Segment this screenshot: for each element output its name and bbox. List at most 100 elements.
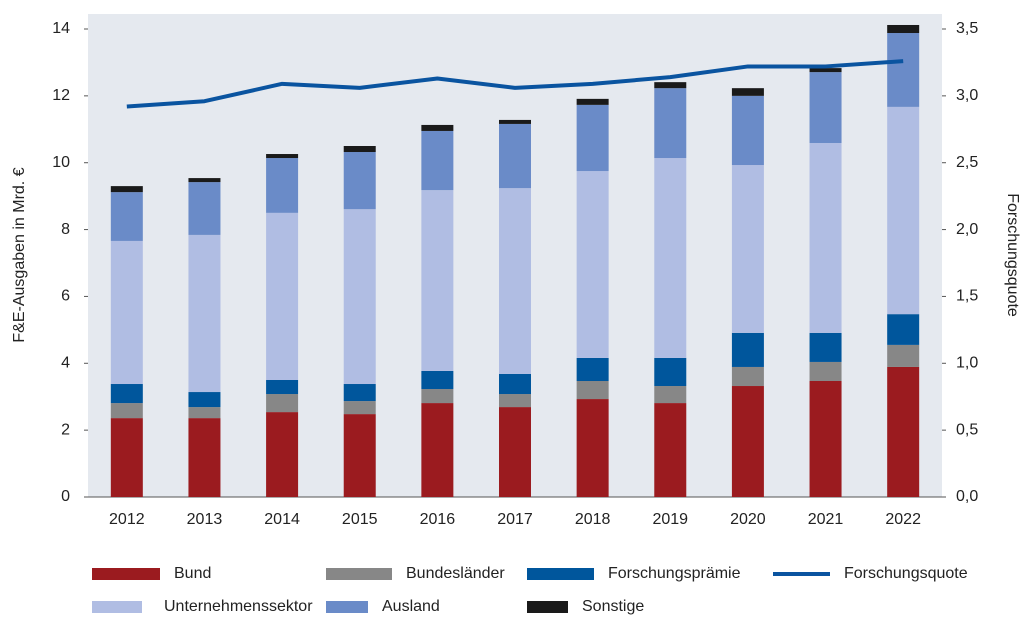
bar-segment [887, 314, 920, 345]
bar-segment [576, 98, 609, 105]
bar-segment [654, 88, 687, 159]
line-series [126, 59, 904, 109]
bar-segment [576, 357, 609, 382]
legend-swatch [527, 568, 594, 580]
legend-label: Ausland [382, 598, 440, 615]
bar-segment [421, 124, 454, 131]
legend-swatch [92, 568, 160, 580]
bar-segment [887, 344, 920, 367]
bar-segment [343, 401, 376, 415]
bar-segment [654, 386, 687, 404]
bar-segment [421, 403, 454, 497]
bar-segment [887, 106, 920, 315]
y-tick-label: 8 [61, 221, 70, 238]
y-tick-label: 4 [61, 355, 70, 372]
x-tick-label: 2014 [264, 511, 300, 528]
bar-segment [731, 165, 764, 333]
bar-segment [654, 82, 687, 89]
y2-tick-label: 1,5 [956, 288, 978, 305]
bar-segment [343, 209, 376, 385]
x-tick-label: 2015 [342, 511, 378, 528]
bar-segment [266, 154, 299, 159]
bar-segment [731, 95, 764, 166]
bar-segment [188, 182, 221, 235]
x-tick-label: 2021 [808, 511, 844, 528]
y-tick-label: 0 [61, 488, 70, 505]
bar-segment [576, 104, 609, 172]
y-tick-label: 12 [52, 87, 70, 104]
bar-segment [499, 188, 531, 374]
legend-swatch [527, 601, 568, 613]
x-tick-label: 2020 [730, 511, 766, 528]
legend-label: Unternehmenssektor [164, 598, 313, 615]
bar-segment [809, 361, 842, 382]
bar-segment [421, 389, 454, 404]
legend-label: Bundesländer [406, 565, 505, 582]
bar-segment [188, 418, 221, 497]
bar-segment [343, 152, 376, 210]
y2-axis-label: Forschungsquote [1004, 193, 1021, 317]
legend-swatch [92, 601, 142, 613]
y-tick-label: 2 [61, 421, 70, 438]
bar-segment [343, 146, 376, 153]
legend-swatch [326, 568, 392, 580]
bar-segment [499, 119, 531, 124]
bar-segment [887, 366, 920, 497]
bar-segment [576, 171, 609, 358]
x-tick-label: 2022 [885, 511, 921, 528]
bar-segment [809, 72, 842, 143]
bar-segment [654, 403, 687, 497]
y-tick-label: 6 [61, 288, 70, 305]
x-tick-label: 2012 [109, 511, 145, 528]
y-tick-label: 14 [52, 20, 70, 37]
y-tick-label: 10 [52, 154, 70, 171]
bar-segment [809, 142, 842, 333]
x-tick-label: 2017 [497, 511, 533, 528]
bar-segment [110, 418, 143, 497]
bar-segment [654, 158, 687, 358]
bar-segment [110, 384, 143, 404]
bar-segment [343, 414, 376, 497]
bar-segment [809, 68, 842, 73]
legend-label: Bund [174, 565, 211, 582]
y2-tick-label: 1,0 [956, 355, 978, 372]
y2-tick-label: 3,5 [956, 20, 978, 37]
bar-segment [266, 412, 299, 497]
bar-segment [499, 394, 531, 408]
x-tick-label: 2013 [187, 511, 223, 528]
y2-tick-label: 2,0 [956, 221, 978, 238]
legend-label: Forschungsquote [844, 565, 968, 582]
bar-segment [809, 332, 842, 362]
bar-segment [654, 357, 687, 387]
x-tick-label: 2016 [420, 511, 456, 528]
bar-segment [266, 380, 299, 395]
x-tick-label: 2018 [575, 511, 611, 528]
bar-segment [110, 403, 143, 419]
bar-segment [188, 234, 221, 393]
bar-segment [576, 381, 609, 400]
legend-label: Forschungsprämie [608, 565, 741, 582]
y2-tick-label: 2,5 [956, 154, 978, 171]
bar-segment [188, 392, 221, 408]
bar-segment [731, 332, 764, 367]
y2-tick-label: 0,0 [956, 488, 978, 505]
bar-segment [887, 33, 920, 107]
bar-segment [421, 130, 454, 191]
bar-segment [343, 384, 376, 402]
bar-segment [499, 123, 531, 189]
bar-segment [266, 212, 299, 380]
bar-segment [110, 186, 143, 193]
bar-segment [731, 366, 764, 387]
bar-segment [110, 240, 143, 385]
bar-segment [887, 24, 920, 34]
bar-segment [188, 407, 221, 419]
bar-segment [110, 192, 143, 241]
bar-segment [421, 190, 454, 371]
bar-segment [421, 370, 454, 390]
legend-label: Sonstige [582, 598, 644, 615]
bar-segment [499, 373, 531, 395]
bar-segment [266, 158, 299, 213]
y-axis-label: F&E-Ausgaben in Mrd. € [11, 167, 28, 342]
bar-segment [499, 407, 531, 497]
